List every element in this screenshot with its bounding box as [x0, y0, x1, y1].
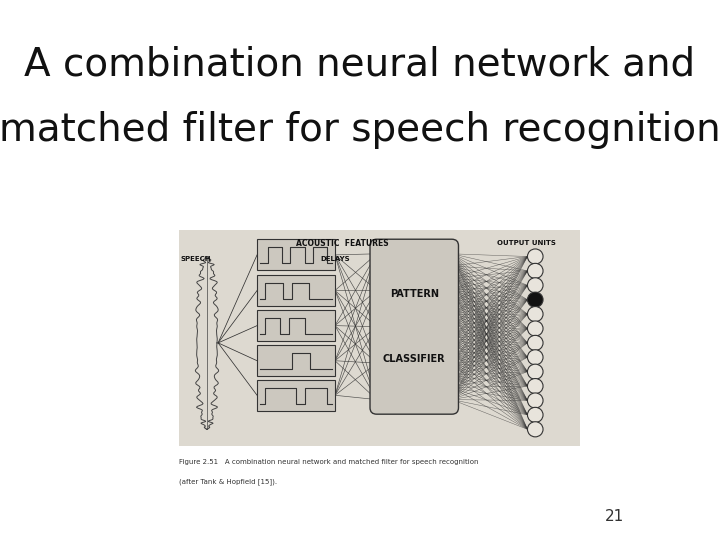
Text: PATTERN: PATTERN: [390, 289, 438, 299]
Bar: [257, 275, 335, 306]
Circle shape: [528, 422, 543, 437]
Circle shape: [528, 292, 543, 307]
Text: A combination neural network and: A combination neural network and: [24, 46, 696, 84]
Bar: [257, 240, 335, 270]
Circle shape: [528, 249, 543, 264]
Circle shape: [528, 379, 543, 394]
Bar: [257, 380, 335, 410]
Circle shape: [528, 278, 543, 293]
FancyBboxPatch shape: [370, 239, 459, 414]
Text: matched filter for speech recognition: matched filter for speech recognition: [0, 111, 720, 148]
Circle shape: [528, 335, 543, 350]
Circle shape: [528, 407, 543, 422]
Text: (after Tank & Hopfield [15]).: (after Tank & Hopfield [15]).: [179, 478, 277, 485]
Text: ACOUSTIC  FEATURES: ACOUSTIC FEATURES: [296, 239, 389, 247]
Text: DELAYS: DELAYS: [320, 256, 350, 262]
Text: SPEECH: SPEECH: [181, 256, 211, 262]
Text: 21: 21: [605, 509, 624, 524]
Text: CLASSIFIER: CLASSIFIER: [383, 354, 446, 364]
Bar: [257, 310, 335, 341]
Circle shape: [528, 321, 543, 336]
Bar: [179, 230, 580, 446]
Text: OUTPUT UNITS: OUTPUT UNITS: [498, 240, 557, 246]
Text: Figure 2.51   A combination neural network and matched filter for speech recogni: Figure 2.51 A combination neural network…: [179, 459, 479, 465]
Circle shape: [528, 350, 543, 365]
Circle shape: [528, 364, 543, 379]
Bar: [257, 346, 335, 376]
Circle shape: [528, 307, 543, 322]
Circle shape: [528, 264, 543, 279]
Circle shape: [528, 393, 543, 408]
